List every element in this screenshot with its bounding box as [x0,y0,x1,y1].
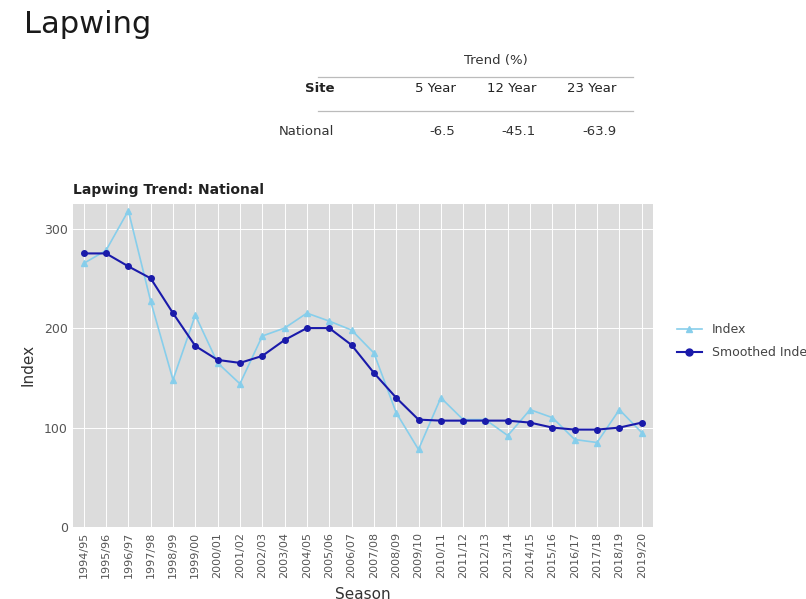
Text: Lapwing Trend: National: Lapwing Trend: National [73,183,264,197]
Text: -6.5: -6.5 [430,125,455,138]
Text: 12 Year: 12 Year [487,83,536,95]
Text: National: National [279,125,334,138]
Text: Lapwing: Lapwing [24,10,152,38]
Legend: Index, Smoothed Index: Index, Smoothed Index [676,323,806,359]
Text: -63.9: -63.9 [583,125,617,138]
Text: Trend (%): Trend (%) [463,54,528,66]
Text: 23 Year: 23 Year [567,83,617,95]
Text: -45.1: -45.1 [502,125,536,138]
Text: 5 Year: 5 Year [414,83,455,95]
Text: Site: Site [305,83,334,95]
Y-axis label: Index: Index [20,344,35,386]
X-axis label: Season: Season [334,586,391,599]
